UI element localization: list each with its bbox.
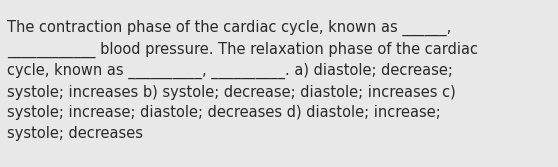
Text: The contraction phase of the cardiac cycle, known as ______,
____________ blood : The contraction phase of the cardiac cyc… [7,20,478,141]
